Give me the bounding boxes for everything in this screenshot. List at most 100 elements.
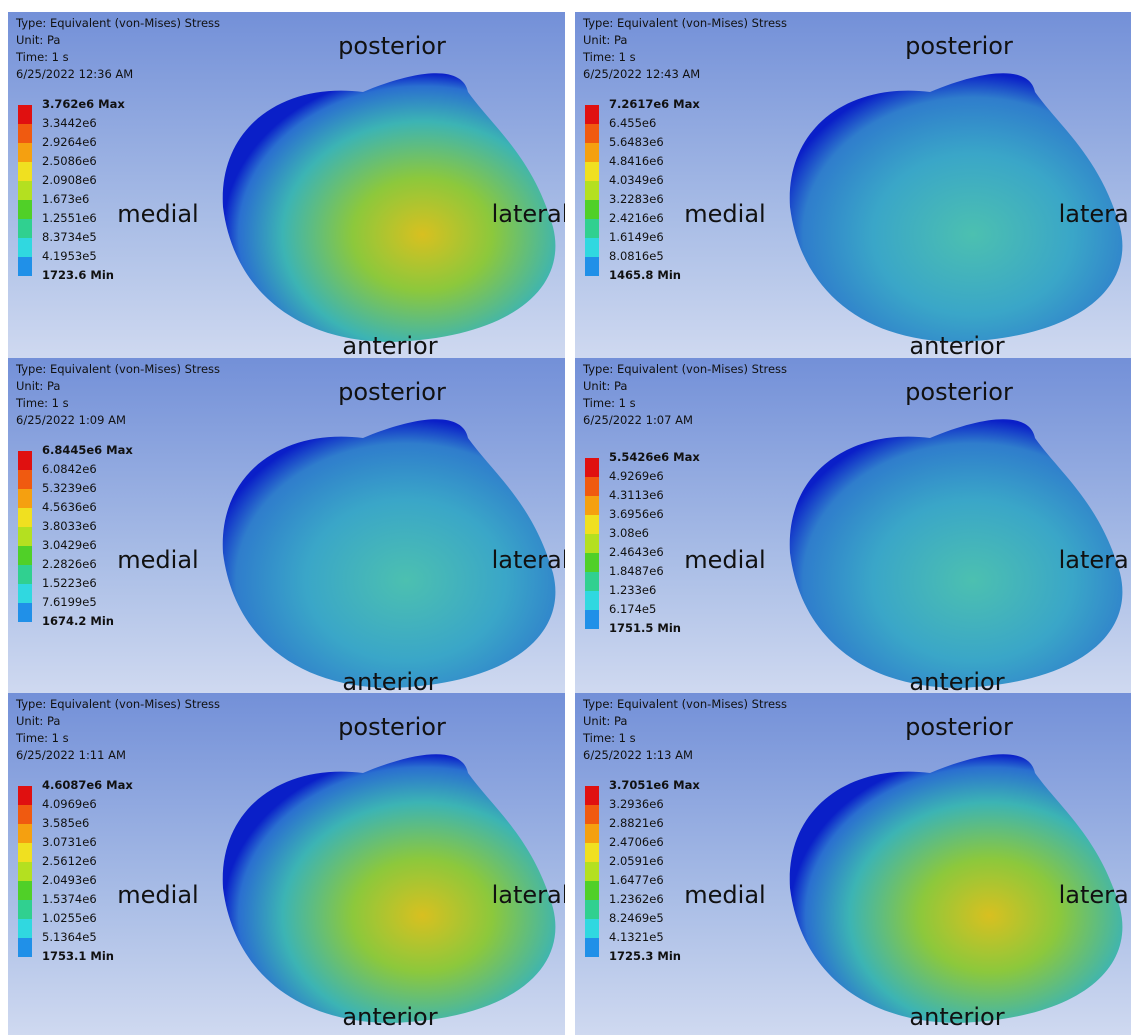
legend-label: 2.0908e6	[42, 173, 97, 187]
legend-label: 1.6149e6	[609, 230, 664, 244]
header-line: Time: 1 s	[583, 396, 636, 410]
legend-swatch	[18, 451, 32, 470]
legend-label: 1.2551e6	[42, 211, 97, 225]
legend-swatch	[585, 919, 599, 938]
legend-swatch	[18, 238, 32, 257]
legend-label: 1753.1 Min	[42, 949, 114, 963]
header-line: Time: 1 s	[16, 50, 69, 64]
orientation-label: medial	[117, 881, 198, 909]
header-line: Unit: Pa	[583, 33, 627, 47]
legend-swatch	[18, 900, 32, 919]
legend-label: 2.0493e6	[42, 873, 97, 887]
orientation-label: anterior	[342, 668, 437, 693]
legend-label: 3.08e6	[609, 526, 649, 540]
legend-swatch	[585, 786, 599, 805]
legend-label: 3.6956e6	[609, 507, 664, 521]
legend-label: 5.3239e6	[42, 481, 97, 495]
legend-label: 3.0731e6	[42, 835, 97, 849]
legend-swatch	[585, 843, 599, 862]
legend-swatch	[18, 124, 32, 143]
legend-swatch	[18, 862, 32, 881]
legend-label: 2.2826e6	[42, 557, 97, 571]
header-line: 6/25/2022 12:43 AM	[583, 67, 700, 81]
result-panel: Type: Equivalent (von-Mises) StressUnit:…	[8, 358, 565, 693]
result-panel: Type: Equivalent (von-Mises) StressUnit:…	[575, 12, 1131, 358]
legend-swatch	[18, 219, 32, 238]
legend-label: 2.0591e6	[609, 854, 664, 868]
legend-swatch	[585, 105, 599, 124]
legend-swatch	[18, 527, 32, 546]
legend-label: 6.174e5	[609, 602, 656, 616]
orientation-label: posterior	[905, 713, 1013, 741]
legend-swatch	[18, 824, 32, 843]
legend-swatch	[18, 162, 32, 181]
orientation-label: anterior	[909, 332, 1004, 358]
legend-swatch	[18, 508, 32, 527]
legend-swatch	[18, 489, 32, 508]
legend-label: 8.2469e5	[609, 911, 664, 925]
legend-swatch	[585, 900, 599, 919]
legend-swatch	[18, 143, 32, 162]
legend-swatch	[585, 181, 599, 200]
orientation-label: lateral	[1059, 546, 1131, 574]
legend-label: 7.6199e5	[42, 595, 97, 609]
legend-label: 1.6477e6	[609, 873, 664, 887]
legend-swatch	[585, 553, 599, 572]
header-line: Type: Equivalent (von-Mises) Stress	[16, 697, 220, 711]
legend-swatch	[585, 124, 599, 143]
orientation-label: posterior	[905, 32, 1013, 60]
legend-label: 3.2936e6	[609, 797, 664, 811]
legend-swatch	[18, 805, 32, 824]
orientation-label: medial	[684, 546, 765, 574]
legend-swatch	[18, 200, 32, 219]
legend-label: 1725.3 Min	[609, 949, 681, 963]
legend-swatch	[585, 143, 599, 162]
figure: Type: Equivalent (von-Mises) Stress Unit:…	[0, 0, 1131, 1035]
legend-swatch	[585, 881, 599, 900]
legend-label: 1465.8 Min	[609, 268, 681, 282]
orientation-label: medial	[684, 200, 765, 228]
orientation-label: anterior	[342, 1003, 437, 1031]
result-panel: Type: Equivalent (von-Mises) Stress Unit:…	[8, 693, 565, 1035]
legend-swatch	[585, 200, 599, 219]
legend-swatch	[18, 603, 32, 622]
legend-swatch	[18, 938, 32, 957]
legend-label: 1751.5 Min	[609, 621, 681, 635]
legend-label: 1723.6 Min	[42, 268, 114, 282]
legend-label: 4.1321e5	[609, 930, 664, 944]
legend-swatch	[585, 458, 599, 477]
header-line: Time: 1 s	[583, 50, 636, 64]
header-line: 6/25/2022 1:13 AM	[583, 748, 693, 762]
orientation-label: anterior	[909, 668, 1004, 693]
legend-label: 3.8033e6	[42, 519, 97, 533]
legend-label: 1.5223e6	[42, 576, 97, 590]
orientation-label: lateral	[1059, 200, 1131, 228]
header-line: Type: Equivalent (von-Mises) Stress	[16, 16, 220, 30]
legend-label: 4.0969e6	[42, 797, 97, 811]
legend-label: 8.0816e5	[609, 249, 664, 263]
legend-label: 2.9264e6	[42, 135, 97, 149]
legend-label: 2.4216e6	[609, 211, 664, 225]
header-line: Time: 1 s	[16, 396, 69, 410]
legend-swatch	[585, 591, 599, 610]
header-line: 6/25/2022 12:36 AM	[16, 67, 133, 81]
orientation-label: medial	[117, 546, 198, 574]
legend-label: 6.455e6	[609, 116, 656, 130]
legend-label: 4.6087e6 Max	[42, 778, 133, 792]
model-view	[575, 358, 1131, 693]
orientation-label: lateral	[492, 881, 565, 909]
legend-swatch	[585, 257, 599, 276]
header-line: Unit: Pa	[583, 714, 627, 728]
header-line: Unit: Pa	[16, 714, 60, 728]
orientation-label: medial	[117, 200, 198, 228]
orientation-label: posterior	[338, 32, 446, 60]
orientation-label: posterior	[338, 378, 446, 406]
legend-label: 1674.2 Min	[42, 614, 114, 628]
legend-swatch	[585, 938, 599, 957]
legend-label: 4.8416e6	[609, 154, 664, 168]
legend-label: 3.585e6	[42, 816, 89, 830]
legend-label: 3.7051e6 Max	[609, 778, 700, 792]
legend-swatch	[18, 584, 32, 603]
